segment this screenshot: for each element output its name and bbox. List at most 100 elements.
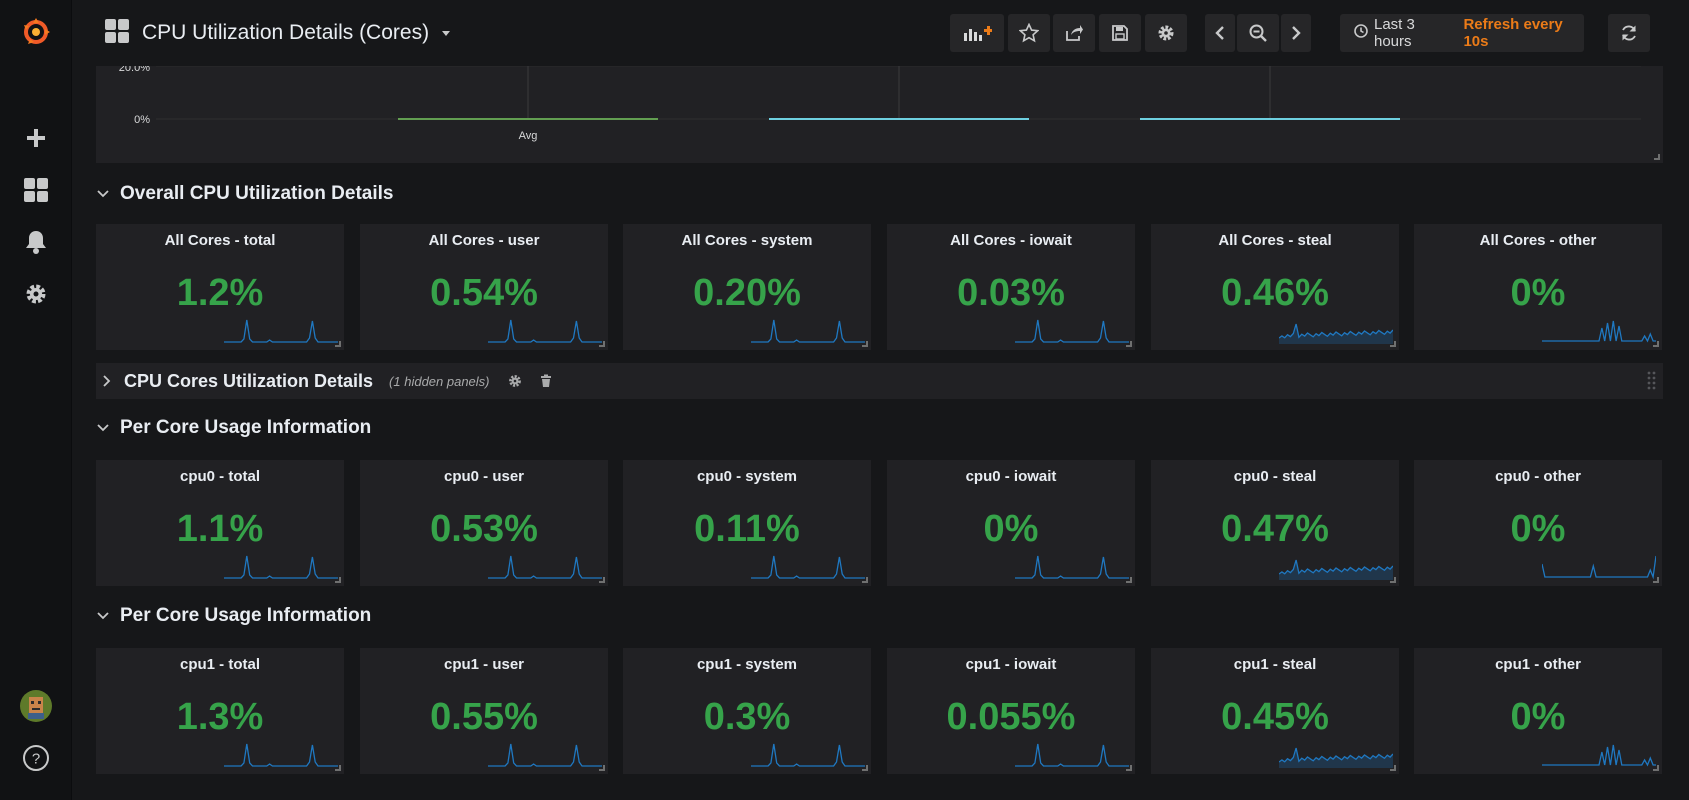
stat-panel[interactable]: All Cores - system 0.20%: [623, 224, 871, 350]
panel-resize-handle[interactable]: [1390, 341, 1396, 347]
stat-panel[interactable]: All Cores - iowait 0.03%: [887, 224, 1135, 350]
panel-title[interactable]: cpu0 - system: [696, 468, 798, 485]
stat-panel[interactable]: All Cores - user 0.54%: [360, 224, 608, 350]
panel-resize-handle[interactable]: [335, 577, 341, 583]
panel-title[interactable]: cpu1 - user: [443, 656, 525, 673]
zoom-out-button[interactable]: [1237, 14, 1279, 52]
panel-resize-handle[interactable]: [1653, 341, 1659, 347]
save-dashboard-button[interactable]: [1099, 14, 1141, 52]
create-plus-icon[interactable]: [16, 118, 56, 158]
chevron-down-icon: [96, 187, 110, 201]
sparkline-path: [1279, 323, 1393, 339]
avg-graph: 20.0% 0% Avg: [119, 62, 1641, 142]
panel-resize-handle[interactable]: [1654, 154, 1660, 160]
stat-panel[interactable]: cpu1 - iowait 0.055%: [887, 648, 1135, 774]
time-range-label: Last 3 hours: [1374, 16, 1415, 50]
panel-resize-handle[interactable]: [1653, 765, 1659, 771]
panel-title[interactable]: cpu0 - iowait: [965, 468, 1057, 485]
stat-panel[interactable]: cpu1 - total 1.3%: [96, 648, 344, 774]
panel-title[interactable]: cpu0 - total: [179, 468, 260, 485]
panel-resize-handle[interactable]: [599, 577, 605, 583]
dashboard-grid-icon: [104, 18, 130, 49]
stat-panel[interactable]: All Cores - steal 0.46%: [1151, 224, 1399, 350]
panel-resize-handle[interactable]: [335, 341, 341, 347]
row-settings-gear-icon[interactable]: [508, 374, 522, 388]
panel-title[interactable]: cpu0 - steal: [1233, 468, 1317, 485]
panel-title[interactable]: cpu0 - user: [443, 468, 525, 485]
share-dashboard-button[interactable]: [1053, 14, 1095, 52]
panel-resize-handle[interactable]: [599, 341, 605, 347]
row-per-core-cpu1[interactable]: Per Core Usage Information: [96, 598, 371, 634]
dashboard-settings-button[interactable]: [1145, 14, 1187, 52]
panel-title[interactable]: cpu1 - steal: [1233, 656, 1317, 673]
grafana-logo-icon[interactable]: [16, 12, 56, 52]
stat-panel[interactable]: All Cores - total 1.2%: [96, 224, 344, 350]
row-delete-trash-icon[interactable]: [540, 374, 552, 388]
panel-resize-handle[interactable]: [1126, 577, 1132, 583]
dashboard-title[interactable]: CPU Utilization Details (Cores): [142, 21, 430, 44]
stat-panel[interactable]: cpu1 - steal 0.45%: [1151, 648, 1399, 774]
sparkline-path: [1279, 747, 1393, 763]
alerting-bell-icon[interactable]: [16, 222, 56, 262]
stat-panel[interactable]: cpu0 - system 0.11%: [623, 460, 871, 586]
panel-title[interactable]: All Cores - steal: [1218, 232, 1332, 249]
x-axis-label: Avg: [519, 130, 538, 142]
stat-panel[interactable]: cpu0 - other 0%: [1414, 460, 1662, 586]
stat-panel[interactable]: cpu0 - total 1.1%: [96, 460, 344, 586]
row-title: Overall CPU Utilization Details: [120, 183, 394, 204]
row-title: CPU Cores Utilization Details: [124, 370, 374, 391]
stat-panel[interactable]: cpu1 - other 0%: [1414, 648, 1662, 774]
refresh-button[interactable]: [1608, 14, 1650, 52]
stat-panel[interactable]: cpu0 - user 0.53%: [360, 460, 608, 586]
row-drag-handle[interactable]: [1647, 371, 1657, 391]
panel-resize-handle[interactable]: [1126, 341, 1132, 347]
time-picker-button[interactable]: Last 3 hours Refresh every 10s: [1340, 14, 1584, 52]
stat-panel[interactable]: cpu0 - iowait 0%: [887, 460, 1135, 586]
panel-title[interactable]: All Cores - total: [164, 232, 276, 249]
panel-title[interactable]: cpu1 - system: [696, 656, 798, 673]
star-dashboard-button[interactable]: [1008, 14, 1050, 52]
sparkline: [1542, 320, 1656, 343]
panel-resize-handle[interactable]: [335, 765, 341, 771]
configuration-gear-icon[interactable]: [16, 274, 56, 314]
add-panel-button[interactable]: [950, 14, 1004, 52]
panel-title[interactable]: cpu1 - total: [179, 656, 260, 673]
sparkline: [1542, 555, 1656, 580]
panel-resize-handle[interactable]: [1390, 577, 1396, 583]
time-forward-button[interactable]: [1281, 14, 1311, 52]
stat-panel[interactable]: cpu1 - user 0.55%: [360, 648, 608, 774]
stat-panel[interactable]: cpu0 - steal 0.47%: [1151, 460, 1399, 586]
row-title: Per Core Usage Information: [120, 417, 372, 438]
chevron-down-icon: [96, 609, 110, 623]
avg-graph-panel: 20.0% 0% Avg: [96, 62, 1663, 163]
stat-panel[interactable]: cpu1 - system 0.3%: [623, 648, 871, 774]
panel-resize-handle[interactable]: [599, 765, 605, 771]
panel-resize-handle[interactable]: [1653, 577, 1659, 583]
panel-title[interactable]: cpu1 - other: [1495, 656, 1581, 673]
dashboards-grid-icon[interactable]: [16, 170, 56, 210]
sparkline-path: [1015, 555, 1129, 579]
sparkline-path: [1279, 559, 1393, 575]
dashboard-picker[interactable]: CPU Utilization Details (Cores): [104, 16, 451, 50]
panel-title[interactable]: All Cores - user: [428, 232, 540, 249]
row-cpu-cores[interactable]: CPU Cores Utilization Details (1 hidden …: [96, 363, 1663, 399]
panel-title[interactable]: cpu0 - other: [1495, 468, 1581, 485]
help-icon[interactable]: ?: [16, 738, 56, 778]
user-avatar[interactable]: [16, 686, 56, 726]
panel-title[interactable]: All Cores - iowait: [950, 232, 1072, 249]
dashboard-panels: 20.0% 0% Avg Overall CPU Utilization Det…: [96, 62, 1664, 800]
panel-title[interactable]: All Cores - other: [1479, 232, 1597, 249]
panel-resize-handle[interactable]: [862, 341, 868, 347]
panel-resize-handle[interactable]: [1126, 765, 1132, 771]
panel-resize-handle[interactable]: [1390, 765, 1396, 771]
time-back-button[interactable]: [1205, 14, 1235, 52]
row-per-core-cpu0[interactable]: Per Core Usage Information: [96, 410, 371, 446]
panel-title[interactable]: All Cores - system: [681, 232, 813, 249]
dashboard-navbar: CPU Utilization Details (Cores): [72, 0, 1689, 66]
panel-resize-handle[interactable]: [862, 765, 868, 771]
stat-panel[interactable]: All Cores - other 0%: [1414, 224, 1662, 350]
panel-resize-handle[interactable]: [862, 577, 868, 583]
panel-title[interactable]: cpu1 - iowait: [965, 656, 1057, 673]
stat-value: 1.2%: [176, 272, 264, 314]
row-overall-cpu[interactable]: Overall CPU Utilization Details: [96, 176, 393, 212]
